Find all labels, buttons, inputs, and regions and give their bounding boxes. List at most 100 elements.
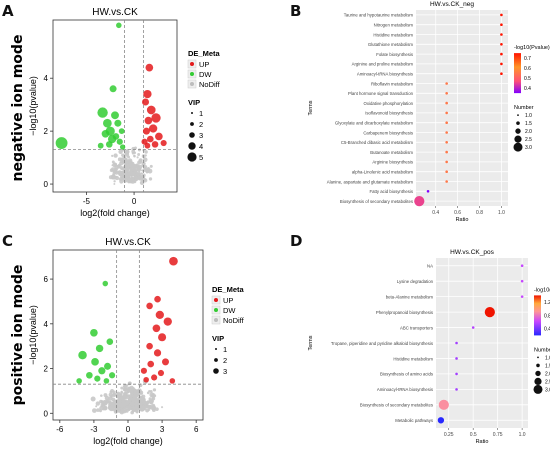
nodiff-point bbox=[131, 152, 135, 155]
term-label: Aminoacyl-tRNA biosynthesis bbox=[357, 72, 413, 77]
size-legend-title: VIP bbox=[212, 334, 224, 343]
nodiff-point bbox=[144, 154, 147, 157]
nodiff-point bbox=[133, 154, 136, 158]
size-legend-label: 2.5 bbox=[545, 379, 550, 385]
down-point bbox=[103, 378, 110, 384]
x-tick-label: -5 bbox=[83, 197, 91, 206]
x-tick-label: 0.4 bbox=[432, 210, 439, 216]
nodiff-point bbox=[117, 157, 122, 162]
legend-label-up: UP bbox=[223, 296, 233, 305]
term-label: Glyoxylate and dicarboxylate metabolism bbox=[335, 121, 414, 126]
term-point bbox=[455, 388, 458, 391]
y-tick-label: 0 bbox=[44, 409, 49, 418]
term-label: Arginine and proline metabolism bbox=[352, 62, 414, 67]
nodiff-point bbox=[131, 392, 134, 395]
x-tick-label: -3 bbox=[90, 425, 98, 434]
nodiff-point bbox=[140, 393, 143, 395]
nodiff-point bbox=[151, 397, 154, 400]
term-point bbox=[445, 131, 448, 134]
nodiff-point bbox=[133, 394, 136, 397]
nodiff-point bbox=[123, 408, 128, 413]
up-point bbox=[169, 256, 178, 266]
up-point bbox=[158, 333, 167, 342]
plot-panel bbox=[416, 10, 508, 206]
nodiff-point bbox=[113, 409, 118, 414]
down-point bbox=[118, 128, 125, 135]
down-point bbox=[76, 378, 82, 384]
nodiff-point bbox=[102, 408, 105, 411]
term-label: Fatty acid biosynthesis bbox=[370, 189, 413, 194]
up-point bbox=[151, 374, 158, 381]
color-legend-tick: 0.4 bbox=[524, 86, 531, 92]
up-point bbox=[157, 369, 165, 377]
size-legend-marker bbox=[188, 142, 196, 150]
size-legend-label: 2 bbox=[223, 356, 227, 365]
nodiff-point bbox=[140, 174, 144, 178]
nodiff-point bbox=[130, 176, 134, 180]
nodiff-point bbox=[133, 408, 136, 411]
nodiff-point bbox=[148, 177, 153, 181]
up-point bbox=[143, 376, 149, 383]
nodiff-point bbox=[115, 176, 120, 181]
nodiff-point bbox=[136, 392, 141, 396]
term-label: NA bbox=[427, 264, 433, 269]
y-tick-label: 2 bbox=[44, 127, 49, 136]
nodiff-point bbox=[112, 392, 117, 397]
nodiff-point bbox=[138, 396, 142, 399]
term-label: Aminoacyl-tRNA biosynthesis bbox=[377, 387, 433, 392]
x-axis-label: log2(fold change) bbox=[80, 208, 150, 218]
term-label: Histidine metabolism bbox=[373, 32, 413, 37]
nodiff-point bbox=[122, 387, 127, 392]
size-legend-label: 1.0 bbox=[525, 113, 532, 119]
term-point bbox=[445, 141, 448, 144]
nodiff-point bbox=[127, 397, 132, 402]
y-axis-label: −log10(pvalue) bbox=[28, 76, 38, 136]
term-label: Alanine, aspartate and glutamate metabol… bbox=[327, 179, 414, 184]
term-label: Biosynthesis of amino acids bbox=[380, 372, 433, 377]
term-label: Carbapenem biosynthesis bbox=[363, 130, 413, 135]
size-legend-marker bbox=[191, 112, 193, 114]
y-axis-label: −log10(pvalue) bbox=[28, 305, 38, 365]
nodiff-point bbox=[126, 387, 132, 392]
legend-title: DE_Meta bbox=[212, 285, 245, 294]
nodiff-point bbox=[118, 171, 121, 174]
nodiff-point bbox=[152, 388, 157, 392]
x-tick-label: 0.5 bbox=[470, 432, 477, 438]
size-legend-title: VIP bbox=[188, 98, 200, 107]
size-legend-marker bbox=[514, 135, 522, 143]
nodiff-point bbox=[112, 171, 116, 175]
nodiff-point bbox=[154, 394, 157, 397]
term-point bbox=[445, 101, 448, 105]
down-point bbox=[101, 129, 110, 138]
x-tick-label: 0.8 bbox=[476, 210, 483, 216]
y-tick-label: 4 bbox=[44, 74, 49, 83]
size-legend-marker bbox=[214, 358, 218, 362]
x-tick-label: 6 bbox=[194, 425, 199, 434]
up-point bbox=[154, 295, 161, 303]
down-point bbox=[97, 107, 108, 118]
up-point bbox=[144, 116, 153, 125]
nodiff-point bbox=[111, 167, 116, 172]
size-legend-label: 1.5 bbox=[525, 121, 532, 127]
nodiff-point bbox=[149, 390, 153, 393]
nodiff-point bbox=[99, 409, 102, 413]
down-point bbox=[102, 280, 109, 287]
size-legend-marker bbox=[535, 370, 541, 377]
nodiff-point bbox=[139, 180, 145, 186]
term-point bbox=[445, 121, 448, 124]
nodiff-point bbox=[99, 399, 103, 404]
up-point bbox=[169, 378, 176, 384]
nodiff-point bbox=[120, 390, 123, 393]
nodiff-point bbox=[127, 381, 132, 386]
down-point bbox=[116, 138, 123, 145]
size-legend-marker bbox=[187, 152, 197, 162]
up-point bbox=[146, 105, 156, 115]
term-label: Biosynthesis of secondary metabolites bbox=[340, 199, 413, 204]
size-legend-label: 1.0 bbox=[545, 355, 550, 361]
nodiff-point bbox=[122, 407, 125, 410]
term-point bbox=[437, 417, 445, 424]
term-label: Nitrogen metabolism bbox=[374, 23, 414, 28]
term-label: Histidine metabolism bbox=[393, 356, 433, 361]
nodiff-point bbox=[116, 398, 122, 404]
term-label: Phenylpropanoid biosynthesis bbox=[376, 310, 433, 315]
